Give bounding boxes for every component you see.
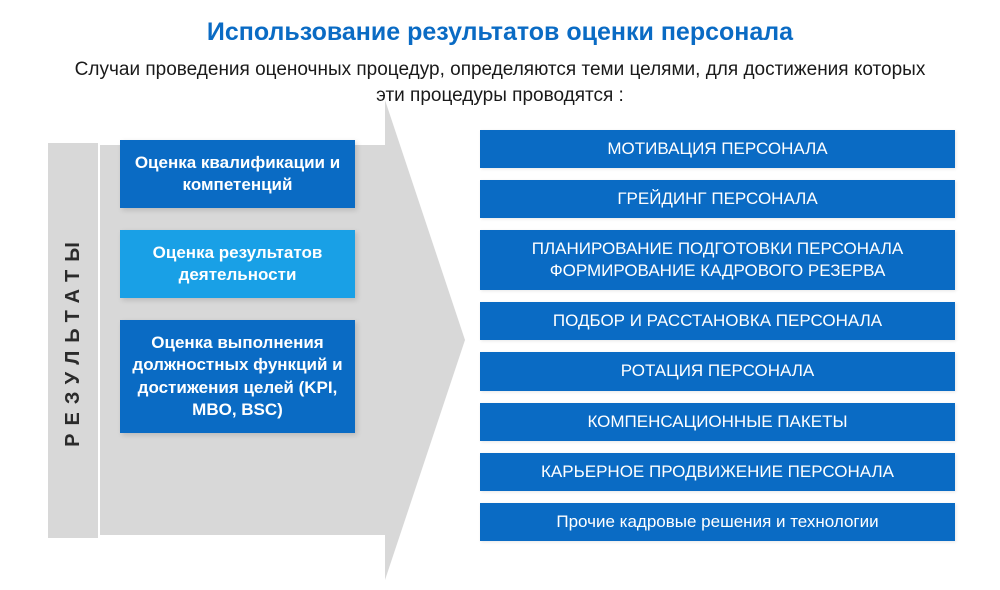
outcome-box: Прочие кадровые решения и технологии xyxy=(480,503,955,541)
outcome-boxes: МОТИВАЦИЯ ПЕРСОНАЛА ГРЕЙДИНГ ПЕРСОНАЛА П… xyxy=(480,130,955,541)
arrow-head-icon xyxy=(385,100,465,580)
assessment-box-results: Оценка результатов деятельности xyxy=(120,230,355,298)
outcome-box: КОМПЕНСАЦИОННЫЕ ПАКЕТЫ xyxy=(480,403,955,441)
outcome-box: ПОДБОР И РАССТАНОВКА ПЕРСОНАЛА xyxy=(480,302,955,340)
outcome-box: ПЛАНИРОВАНИЕ ПОДГОТОВКИ ПЕРСОНАЛАФОРМИРО… xyxy=(480,230,955,290)
outcome-box: КАРЬЕРНОЕ ПРОДВИЖЕНИЕ ПЕРСОНАЛА xyxy=(480,453,955,491)
assessment-box-kpi: Оценка выполнения должностных функций и … xyxy=(120,320,355,432)
page-subtitle: Случаи проведения оценочных процедур, оп… xyxy=(0,47,1000,108)
page-title: Использование результатов оценки персона… xyxy=(0,0,1000,47)
assessment-box-qualification: Оценка квалификации и компетенций xyxy=(120,140,355,208)
results-sidebar: РЕЗУЛЬТАТЫ xyxy=(48,143,98,538)
outcome-box: РОТАЦИЯ ПЕРСОНАЛА xyxy=(480,352,955,390)
results-sidebar-label: РЕЗУЛЬТАТЫ xyxy=(62,234,85,447)
outcome-box: ГРЕЙДИНГ ПЕРСОНАЛА xyxy=(480,180,955,218)
diagram-main: РЕЗУЛЬТАТЫ Оценка квалификации и компете… xyxy=(0,125,1000,585)
assessment-boxes: Оценка квалификации и компетенций Оценка… xyxy=(120,140,355,433)
outcome-box: МОТИВАЦИЯ ПЕРСОНАЛА xyxy=(480,130,955,168)
